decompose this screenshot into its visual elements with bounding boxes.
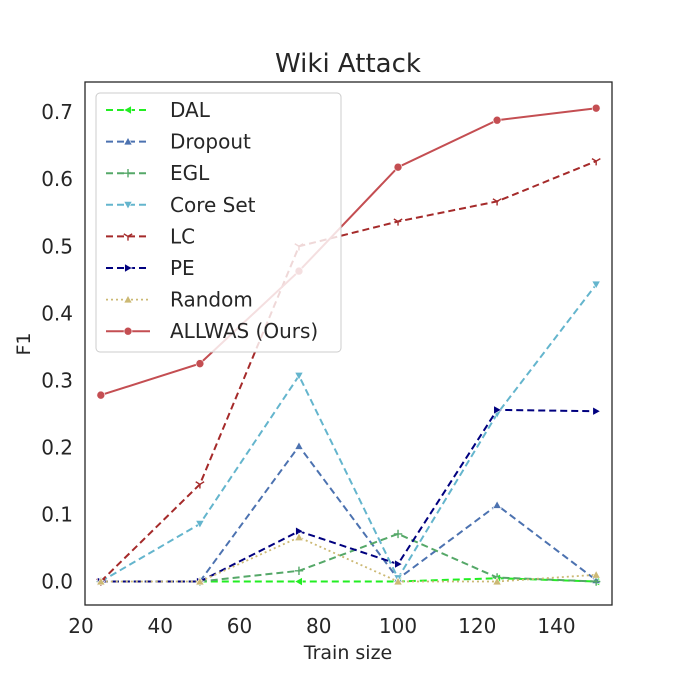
series-line-pe bbox=[100, 408, 597, 583]
data-point-core-set-5 bbox=[591, 280, 601, 290]
legend-label: Dropout bbox=[170, 130, 251, 154]
data-point-random-4 bbox=[492, 576, 502, 586]
data-point-random-3 bbox=[393, 576, 403, 586]
series-line-lc bbox=[100, 160, 597, 583]
x-tick-label: 60 bbox=[227, 614, 252, 638]
y-tick-label: 0.4 bbox=[41, 301, 73, 325]
x-tick-label: 80 bbox=[306, 614, 331, 638]
data-point-dropout-2 bbox=[294, 441, 304, 450]
legend-box bbox=[95, 92, 342, 353]
x-tick-label: 40 bbox=[148, 614, 173, 638]
data-point-random-1 bbox=[195, 576, 205, 586]
x-tick-label: 140 bbox=[537, 614, 575, 638]
data-point-core-set-1 bbox=[195, 520, 205, 529]
series-line-random bbox=[100, 536, 597, 583]
ticks-layer: 20 40 60 80 100 120 140 0.0 0.1 0.2 0.3 0.4 0.5 0.6 0.… bbox=[41, 100, 575, 638]
chart-title: Wiki Attack bbox=[275, 49, 421, 79]
data-point-dropout-4 bbox=[492, 500, 502, 509]
y-tick-label: 0.7 bbox=[41, 100, 73, 124]
series-line-core-set bbox=[100, 283, 597, 583]
data-point-allwas-ours-5 bbox=[591, 103, 601, 113]
data-point-core-set-2 bbox=[294, 372, 304, 381]
legend-item-lc: LC bbox=[106, 224, 195, 248]
y-axis-label: F1 bbox=[13, 332, 35, 355]
legend-marker bbox=[123, 326, 133, 336]
series-layer bbox=[96, 103, 601, 587]
y-tick-label: 0.2 bbox=[41, 435, 73, 459]
legend-item-egl: EGL bbox=[106, 161, 210, 185]
legend-label: ALLWAS (Ours) bbox=[170, 319, 318, 343]
series-line-allwas-ours bbox=[100, 107, 597, 397]
data-point-egl-3 bbox=[393, 529, 403, 539]
legend-item-dropout: Dropout bbox=[106, 130, 251, 154]
legend-marker bbox=[123, 201, 133, 210]
legend-item-random: Random bbox=[106, 288, 253, 312]
legend-marker bbox=[123, 294, 133, 304]
data-point-egl-2 bbox=[294, 566, 304, 576]
legend-item-core-set: Core Set bbox=[106, 193, 256, 217]
legend-label: LC bbox=[170, 224, 195, 248]
series-allwas-ours bbox=[96, 103, 601, 400]
data-point-lc-3 bbox=[393, 218, 403, 226]
x-tick-label: 120 bbox=[458, 614, 496, 638]
legend-marker bbox=[123, 233, 133, 241]
data-point-allwas-ours-4 bbox=[492, 115, 502, 125]
legend-label: EGL bbox=[170, 161, 210, 185]
x-axis-label: Train size bbox=[303, 642, 392, 664]
data-point-egl-5 bbox=[591, 577, 601, 586]
y-tick-label: 0.3 bbox=[41, 368, 73, 392]
data-point-pe-4 bbox=[493, 405, 502, 415]
y-tick-label: 0.6 bbox=[41, 167, 73, 191]
y-tick-label: 0.0 bbox=[41, 570, 73, 594]
data-point-allwas-ours-1 bbox=[195, 359, 205, 368]
legend-label: PE bbox=[170, 256, 195, 280]
legend-item-pe: PE bbox=[106, 256, 195, 280]
series-random bbox=[96, 532, 601, 586]
data-point-allwas-ours-3 bbox=[393, 162, 403, 172]
data-point-lc-1 bbox=[195, 481, 205, 489]
legend-marker bbox=[124, 263, 133, 273]
y-tick-label: 0.1 bbox=[41, 502, 73, 526]
data-point-random-5 bbox=[591, 570, 601, 579]
legend-marker bbox=[123, 136, 133, 146]
x-tick-label: 20 bbox=[68, 614, 93, 638]
y-tick-label: 0.5 bbox=[41, 234, 73, 258]
data-point-lc-5 bbox=[591, 158, 601, 166]
legend-label: DAL bbox=[170, 98, 211, 122]
legend-marker bbox=[123, 105, 132, 115]
x-tick-label: 100 bbox=[379, 614, 417, 638]
legend-label: Random bbox=[170, 288, 253, 312]
data-point-dal-2 bbox=[294, 576, 303, 587]
data-point-random-0 bbox=[96, 576, 106, 586]
legend-label: Core Set bbox=[170, 193, 256, 217]
data-point-lc-4 bbox=[492, 198, 502, 206]
data-point-random-2 bbox=[294, 532, 304, 541]
legend-item-allwas-ours: ALLWAS (Ours) bbox=[106, 319, 318, 343]
data-point-pe-3 bbox=[394, 559, 403, 569]
data-point-pe-5 bbox=[592, 406, 601, 416]
legend-item-dal: DAL bbox=[106, 98, 211, 122]
legend: DAL Dropout EGL Core Set LC PE Random ALLWAS (O… bbox=[95, 92, 342, 353]
legend-marker bbox=[123, 169, 133, 178]
data-point-allwas-ours-0 bbox=[96, 390, 106, 400]
